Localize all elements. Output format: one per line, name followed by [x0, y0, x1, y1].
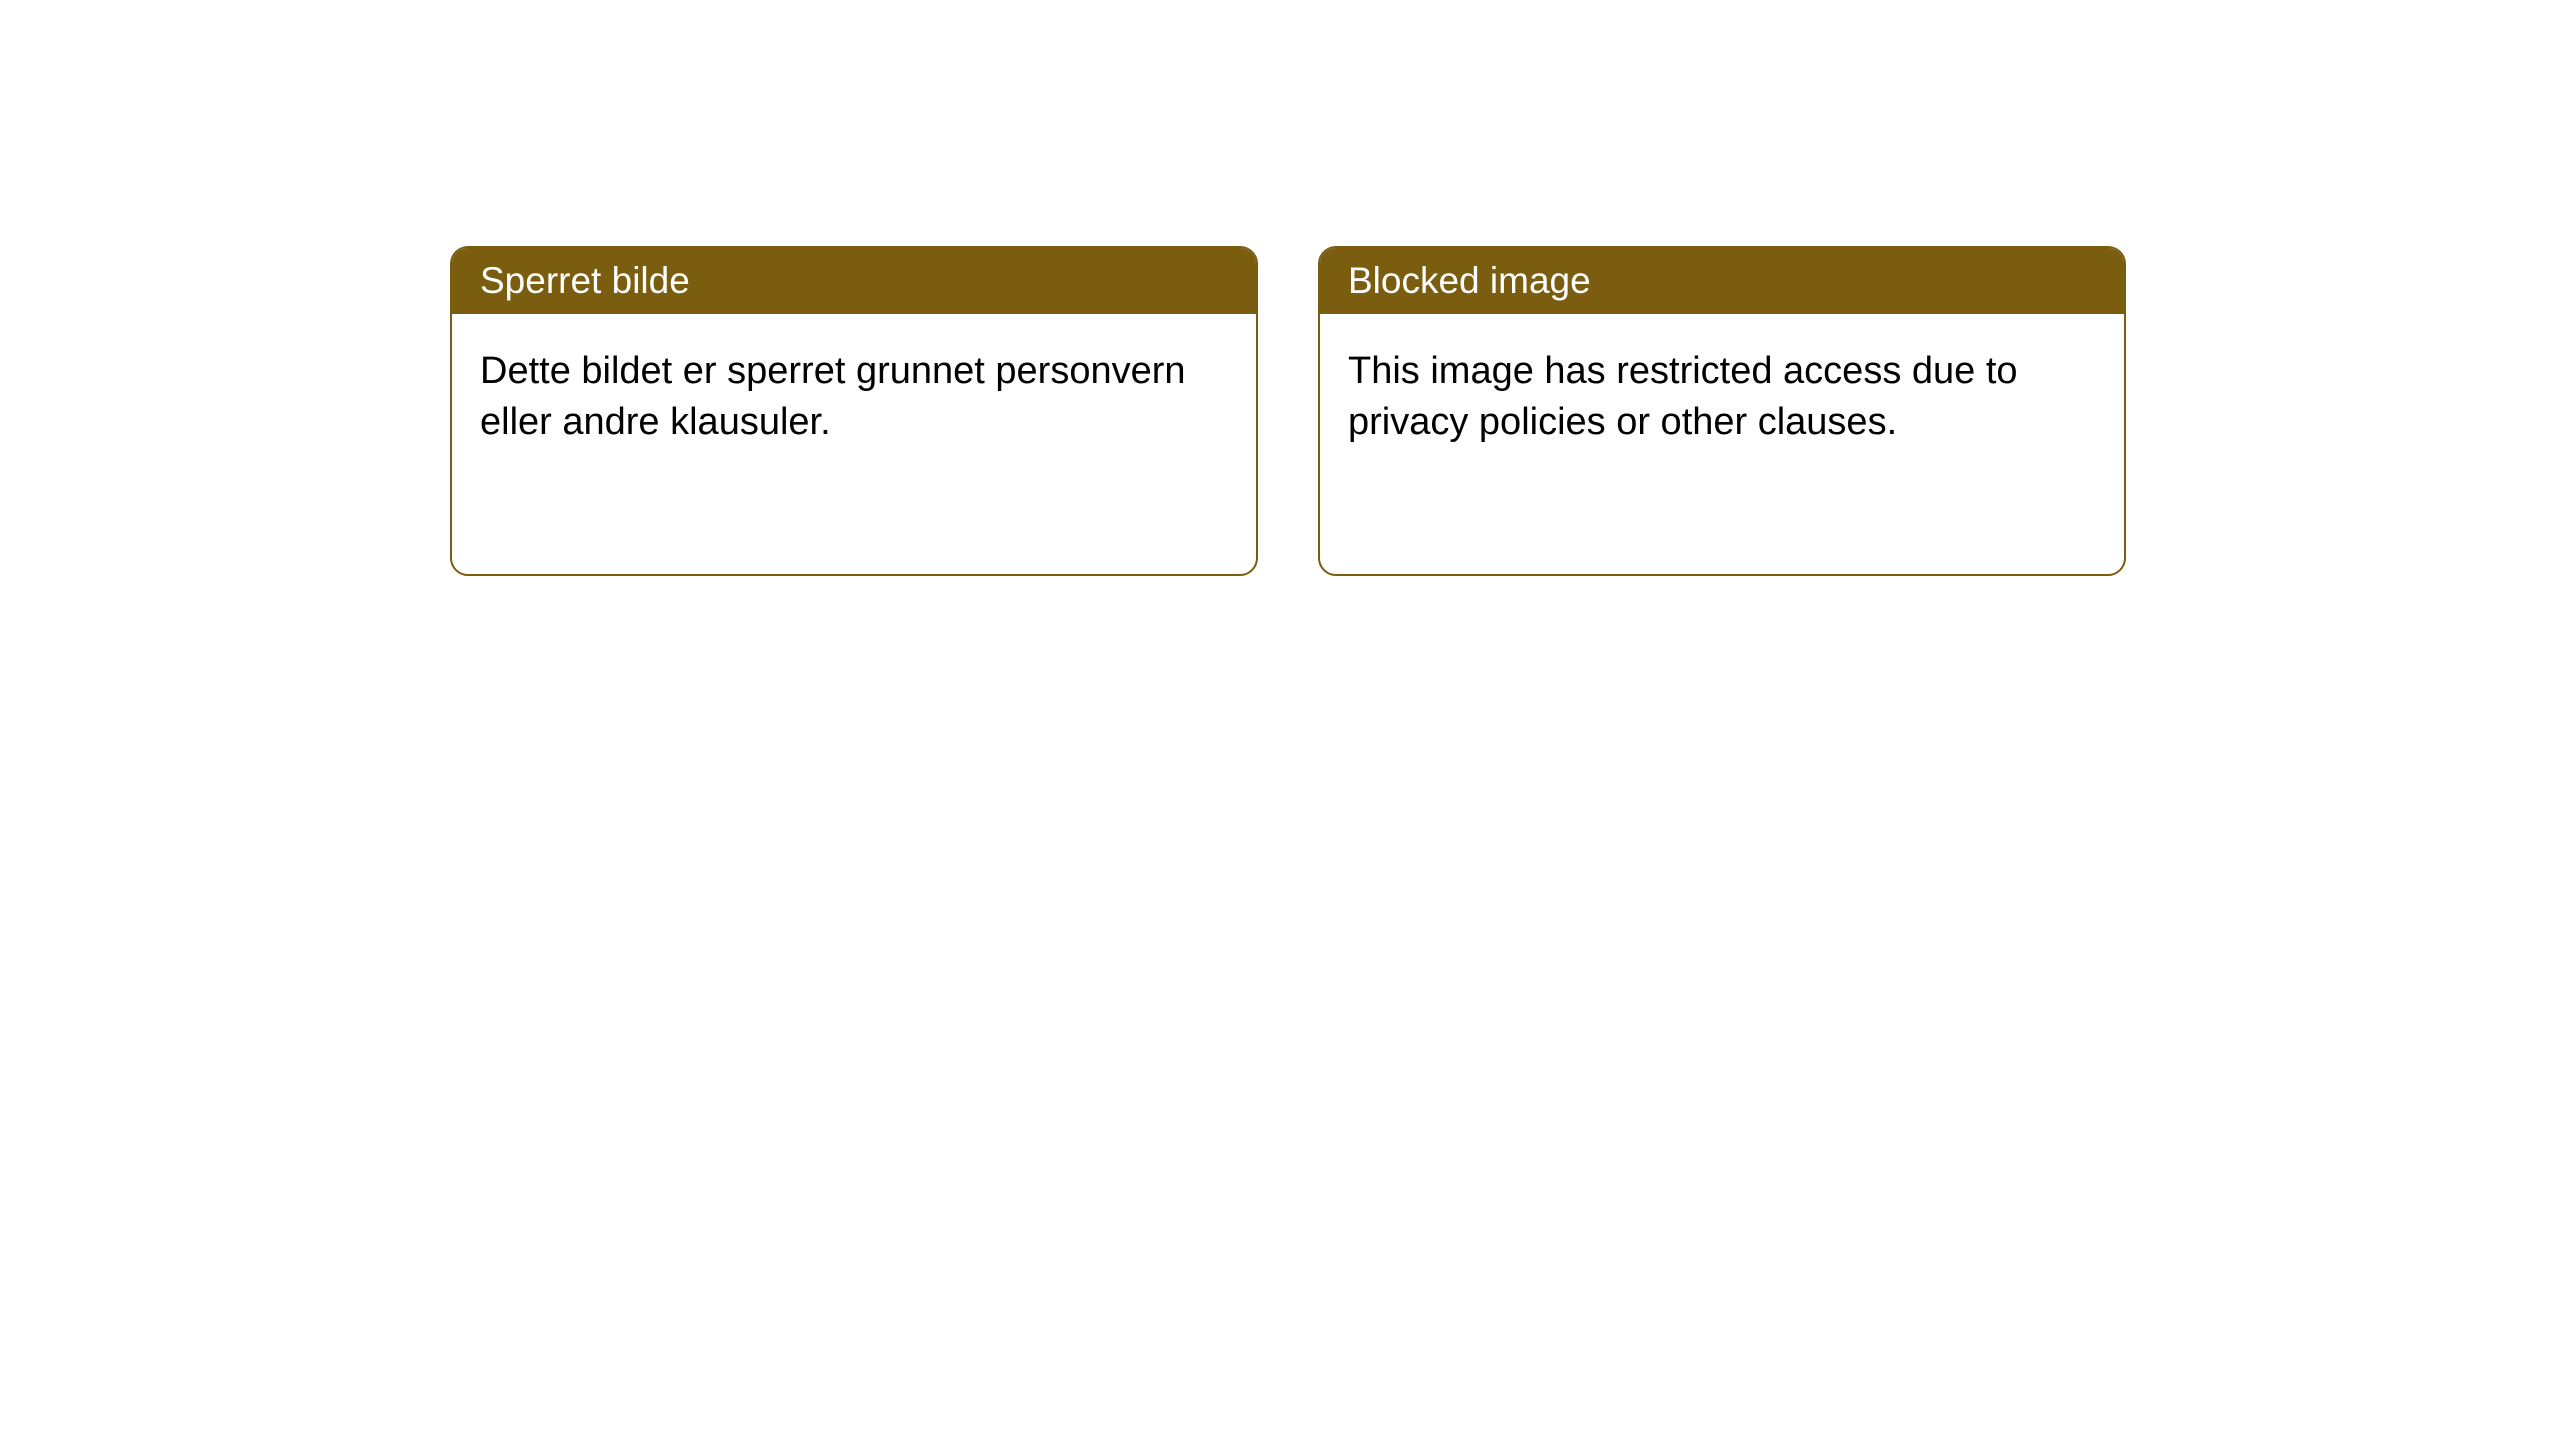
- notice-box-norwegian: Sperret bilde Dette bildet er sperret gr…: [450, 246, 1258, 576]
- notice-header: Blocked image: [1320, 248, 2124, 314]
- notice-title: Sperret bilde: [480, 260, 690, 301]
- notice-body: Dette bildet er sperret grunnet personve…: [452, 314, 1256, 574]
- notice-box-english: Blocked image This image has restricted …: [1318, 246, 2126, 576]
- notice-text: Dette bildet er sperret grunnet personve…: [480, 346, 1228, 449]
- notice-header: Sperret bilde: [452, 248, 1256, 314]
- notices-container: Sperret bilde Dette bildet er sperret gr…: [0, 0, 2560, 576]
- notice-body: This image has restricted access due to …: [1320, 314, 2124, 574]
- notice-title: Blocked image: [1348, 260, 1591, 301]
- notice-text: This image has restricted access due to …: [1348, 346, 2096, 449]
